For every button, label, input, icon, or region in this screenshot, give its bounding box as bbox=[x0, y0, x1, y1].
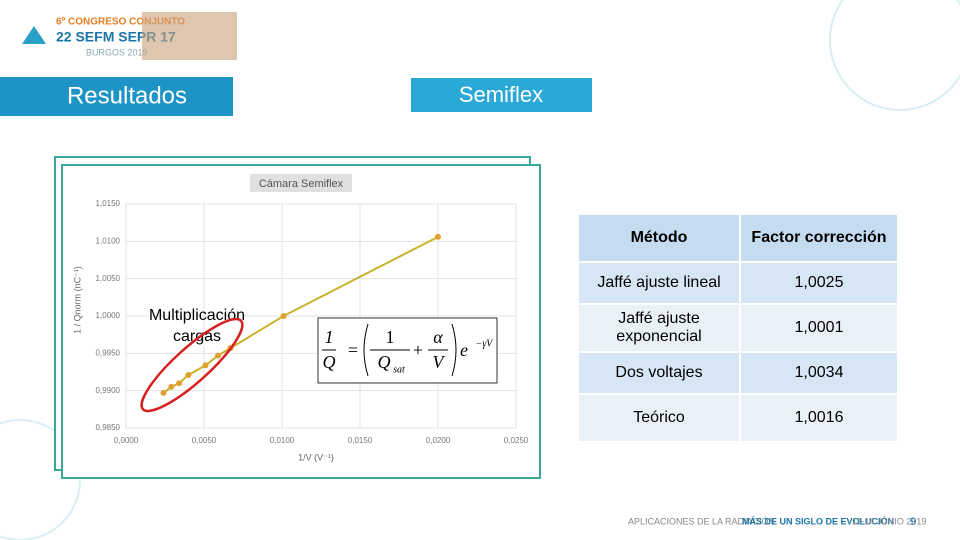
y-tick-label: 1,0100 bbox=[96, 236, 121, 245]
plot: 0,9850 0,9900 0,9950 1,0000 1,0050 1,0100 1,01… bbox=[96, 199, 529, 445]
x-tick-label: 0,0100 bbox=[270, 436, 295, 445]
data-point bbox=[176, 380, 183, 387]
logo-text: BURGOS 2019 bbox=[86, 47, 148, 57]
table-cell: 1,0034 bbox=[741, 353, 897, 393]
x-axis-title: 1/V (V⁻¹) bbox=[298, 452, 334, 462]
logo-mark bbox=[22, 26, 46, 44]
y-tick-label: 1,0000 bbox=[96, 311, 121, 320]
table-row: Jaffé ajuste exponencial 1,0001 bbox=[579, 305, 897, 351]
table-cell: Jaffé ajuste lineal bbox=[579, 263, 739, 303]
paren bbox=[451, 323, 457, 377]
table-cell: Jaffé ajuste exponencial bbox=[579, 305, 739, 351]
formula-part: sat bbox=[393, 364, 405, 375]
table-cell: Dos voltajes bbox=[579, 353, 739, 393]
footer-date: 11-14 JUNIO 2019 bbox=[852, 516, 926, 526]
subsection-box bbox=[411, 78, 592, 112]
page-number: 9 bbox=[910, 516, 916, 528]
data-point bbox=[160, 389, 167, 396]
decor bbox=[0, 419, 81, 540]
table-cell: 1,0025 bbox=[741, 263, 897, 303]
x-tick-label: 0,0250 bbox=[504, 436, 529, 445]
highlight-ellipse bbox=[140, 317, 244, 413]
annotation: Multiplicación bbox=[149, 307, 245, 324]
table-row: Dos voltajes 1,0034 bbox=[579, 353, 897, 393]
annotation: cargas bbox=[173, 328, 221, 345]
footer-text: APLICACIONES DE LA RADIACIÓN bbox=[628, 516, 775, 526]
chart-title: Cámara Semiflex bbox=[259, 178, 344, 190]
formula-part: Q bbox=[378, 352, 391, 372]
section-box bbox=[0, 77, 233, 116]
y-tick-label: 0,9850 bbox=[96, 423, 121, 432]
formula-part: 1 bbox=[325, 327, 334, 347]
formula-part: 1 bbox=[386, 327, 395, 347]
decor bbox=[829, 0, 960, 111]
y-tick-label: 0,9950 bbox=[96, 348, 121, 357]
data-point bbox=[168, 383, 175, 390]
formula-part: e bbox=[460, 340, 468, 360]
header-cell: Método bbox=[579, 215, 739, 261]
x-tick-label: 0,0050 bbox=[192, 436, 217, 445]
header-cell: Factor corrección bbox=[741, 215, 897, 261]
formula: 1 Q = 1 Q sat + αVe −γV bbox=[322, 323, 495, 377]
table-header: Método Factor corrección bbox=[579, 215, 897, 261]
subsection-title: Semiflex bbox=[459, 82, 543, 107]
x-tick-label: 0,0000 bbox=[114, 436, 139, 445]
chart-title-box bbox=[250, 174, 352, 192]
table-cell: Teórico bbox=[579, 395, 739, 441]
formula-part: V bbox=[433, 352, 446, 372]
table-cell: 1,0001 bbox=[741, 305, 897, 351]
formula-part: Q bbox=[323, 352, 336, 372]
table-cell: 1,0016 bbox=[741, 395, 897, 441]
y-tick-label: 1,0150 bbox=[96, 199, 121, 208]
table-row: Jaffé ajuste lineal 1,0025 bbox=[579, 263, 897, 303]
formula-part: α bbox=[433, 327, 443, 347]
footer-highlight: MÁS DE UN SIGLO DE EVOLUCIÓN bbox=[742, 515, 894, 526]
y-tick-label: 0,9900 bbox=[96, 386, 121, 395]
data-point bbox=[185, 371, 192, 378]
formula-part: −γV bbox=[476, 338, 495, 349]
data-point bbox=[280, 313, 287, 319]
y-tick-label: 1,0050 bbox=[96, 274, 121, 283]
x-tick-label: 0,0150 bbox=[348, 436, 373, 445]
logo-text: 6º CONGRESO CONJUNTO bbox=[56, 17, 185, 28]
results-table: Método Factor corrección Jaffé ajuste li… bbox=[577, 213, 899, 443]
paren bbox=[363, 323, 369, 377]
logo-image bbox=[142, 12, 237, 60]
formula-part: = bbox=[348, 340, 358, 360]
table-row: Teórico 1,0016 bbox=[579, 395, 897, 441]
x-tick-label: 0,0200 bbox=[426, 436, 451, 445]
y-axis-title: 1 / Qnorm (nC⁻¹) bbox=[72, 266, 82, 334]
formula-part: + bbox=[413, 340, 423, 360]
data-point bbox=[215, 352, 222, 359]
data-point bbox=[435, 233, 441, 240]
data-point bbox=[202, 362, 209, 369]
section-title: Resultados bbox=[67, 82, 187, 109]
